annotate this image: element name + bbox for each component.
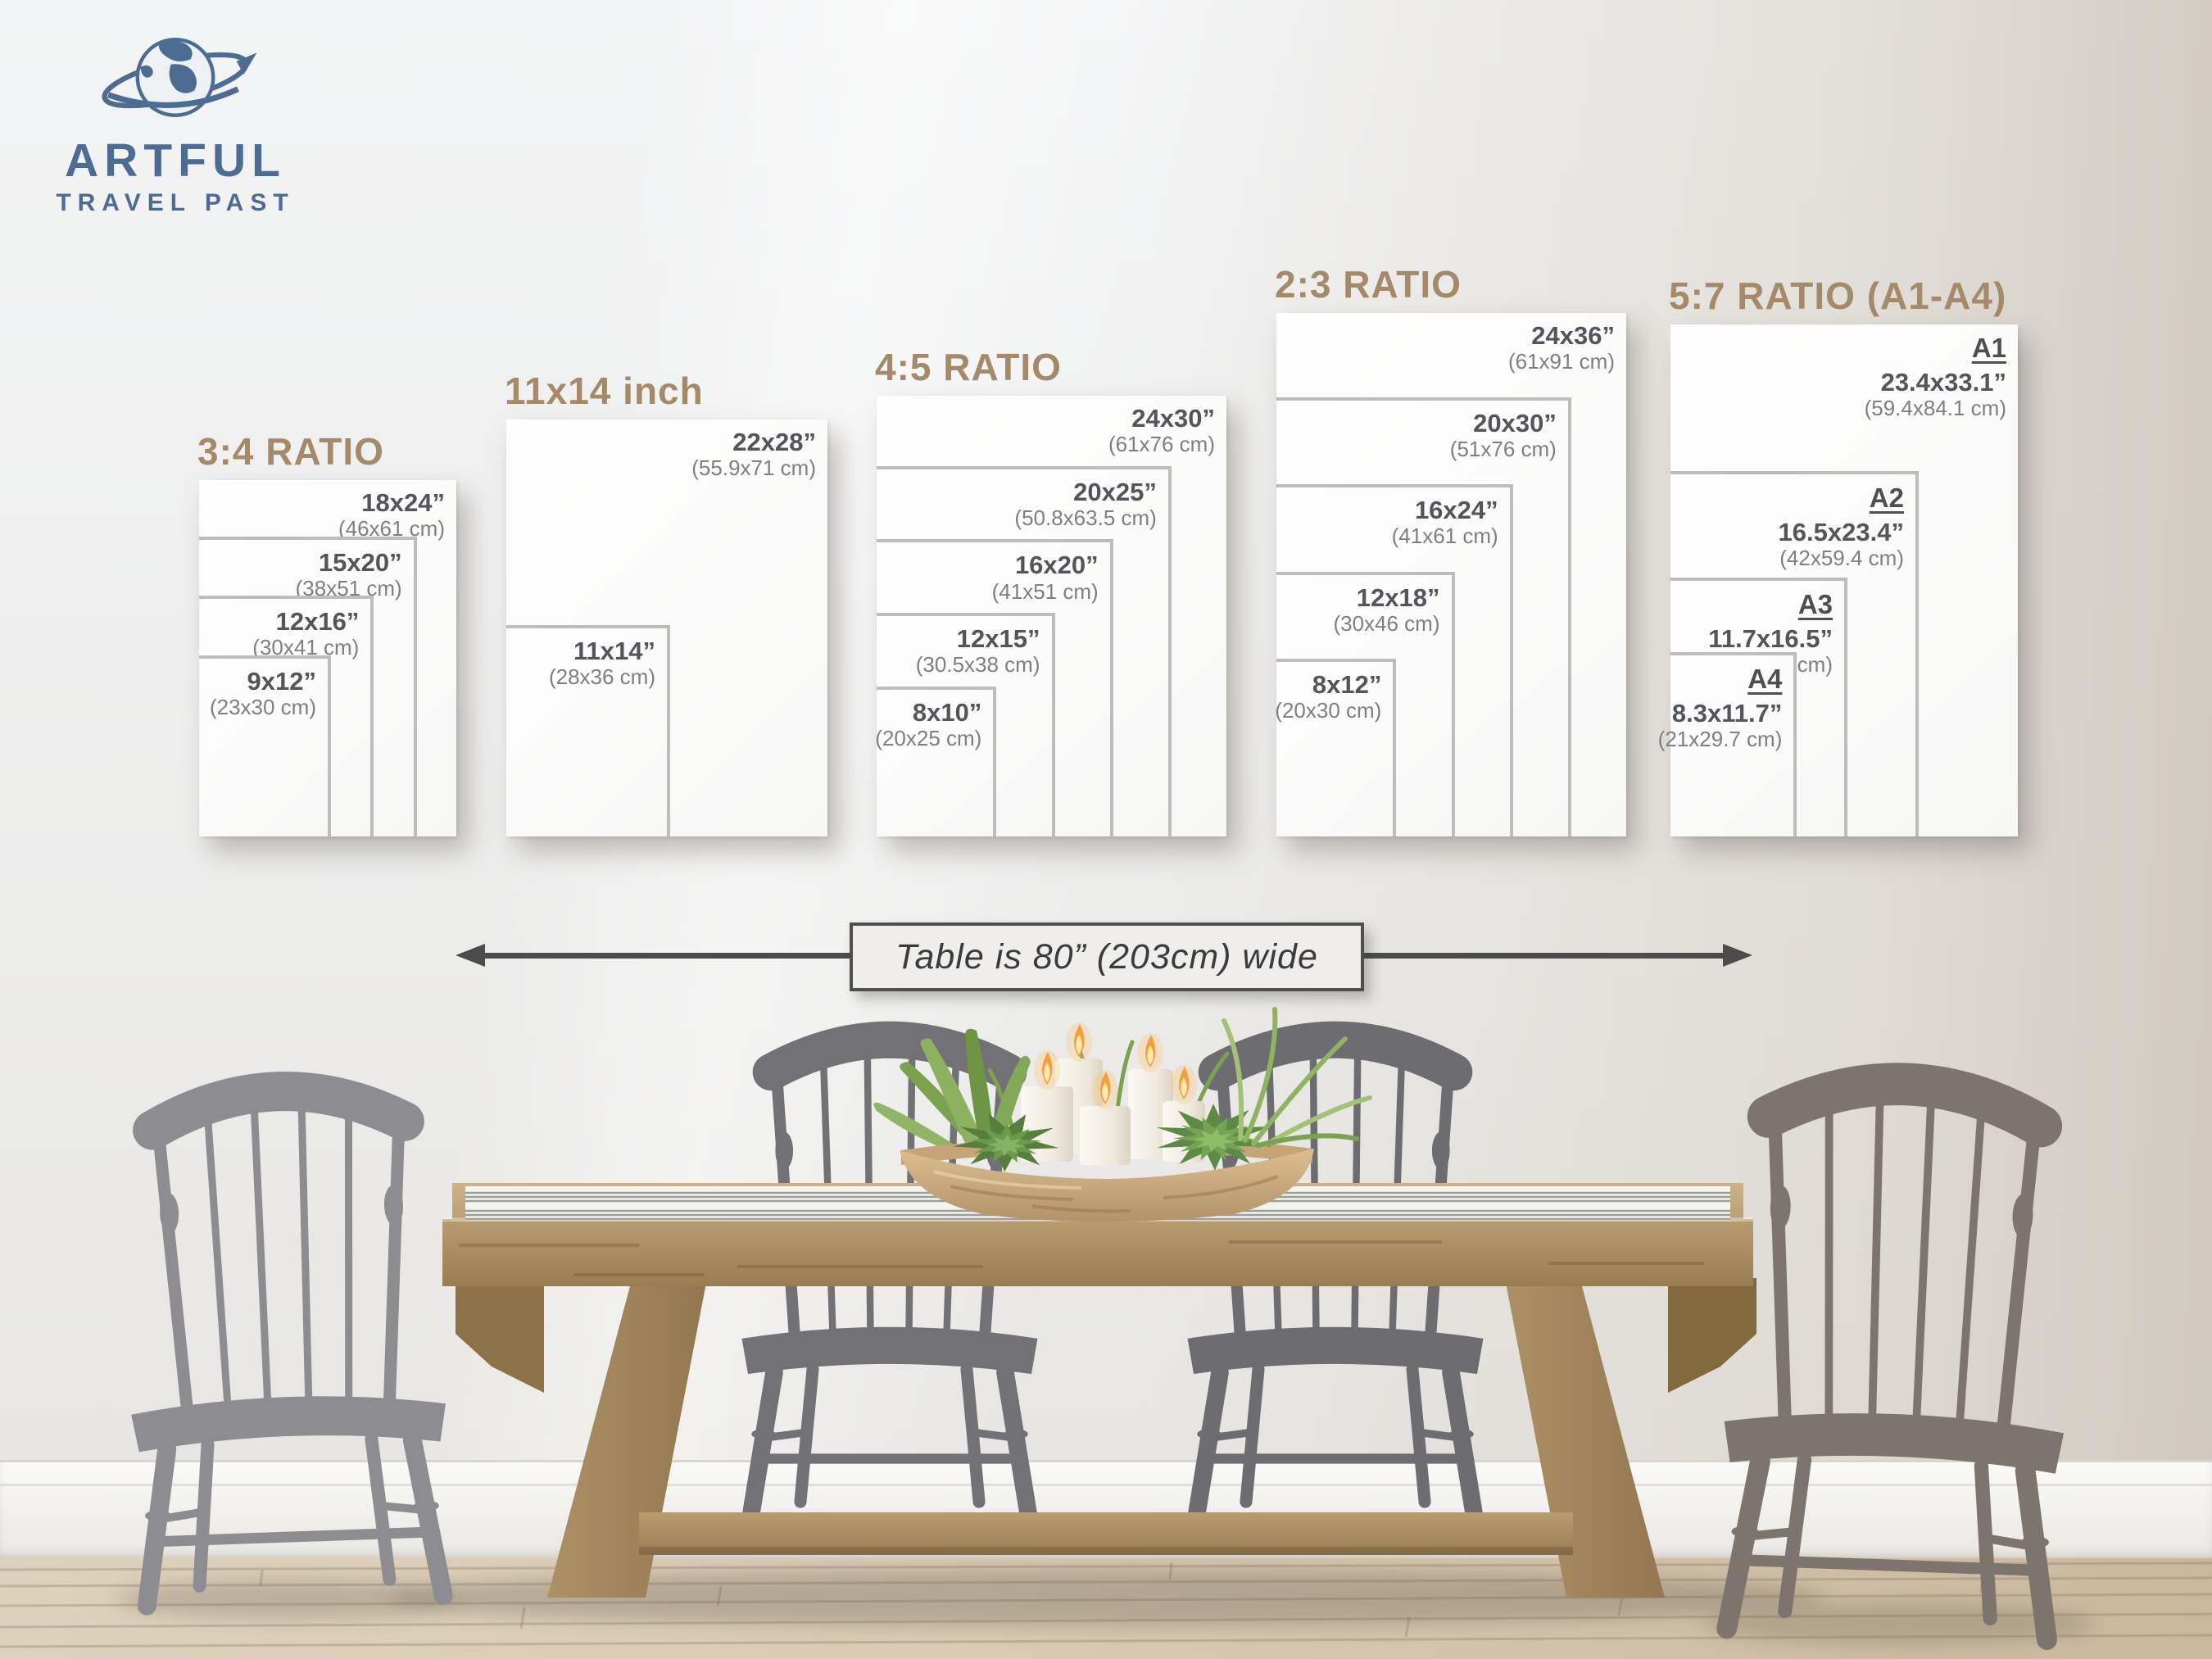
dining-table bbox=[442, 1183, 1756, 1598]
brand-tagline: TRAVEL PAST bbox=[56, 188, 295, 216]
arrow-left-icon bbox=[456, 944, 485, 967]
airplant bbox=[1222, 1007, 1372, 1149]
size-panel: 5:7 RATIO (A1-A4) A1 23.4x33.1” (59.4x84.1 … bbox=[1658, 274, 2018, 836]
size-panel: 3:4 RATIO 18x24” (46x61 cm) 15x20” (38x51 cm… bbox=[197, 430, 456, 836]
size-inches: 8x10” bbox=[912, 697, 982, 727]
size-frame: 9x12” (23x30 cm) bbox=[199, 655, 331, 836]
size-cm: (30x46 cm) bbox=[1333, 610, 1440, 636]
size-label: 20x30” (51x76 cm) bbox=[1450, 409, 1557, 462]
size-inches: 16x20” bbox=[1014, 551, 1099, 580]
size-panel: 2:3 RATIO 24x36” (61x91 cm) 20x30” (51x76 cm… bbox=[1275, 263, 1626, 836]
arrow-right-icon bbox=[1723, 944, 1752, 967]
size-label: A1 23.4x33.1” (59.4x84.1 cm) bbox=[1865, 333, 2006, 421]
size-inches: 24x36” bbox=[1531, 321, 1615, 350]
brand-logo: ARTFUL TRAVEL PAST bbox=[52, 28, 298, 217]
panel-title: 2:3 RATIO bbox=[1275, 263, 1462, 306]
size-label: A4 8.3x11.7” (21x29.7 cm) bbox=[1658, 664, 1783, 752]
size-inches: 15x20” bbox=[318, 547, 402, 577]
size-label: 18x24” (46x61 cm) bbox=[338, 488, 445, 542]
size-label: 16x20” (41x51 cm) bbox=[992, 551, 1099, 604]
size-inches: 16x24” bbox=[1414, 496, 1498, 524]
size-label: 24x30” (61x76 cm) bbox=[1108, 404, 1215, 457]
size-label: 12x16” (30x41 cm) bbox=[252, 607, 359, 660]
size-frame: 8x12” (20x30 cm) bbox=[1275, 659, 1397, 836]
size-cm: (55.9x71 cm) bbox=[691, 456, 816, 481]
size-cm: (23x30 cm) bbox=[209, 694, 316, 719]
size-label: 12x15” (30.5x38 cm) bbox=[916, 624, 1040, 678]
size-label: 11x14” (28x36 cm) bbox=[549, 637, 655, 690]
size-name: A3 bbox=[1797, 589, 1833, 620]
size-cm: (50.8x63.5 cm) bbox=[1014, 505, 1157, 530]
size-cm: (21x29.7 cm) bbox=[1657, 727, 1783, 752]
size-label: 8x12” (20x30 cm) bbox=[1275, 670, 1381, 723]
size-label: 9x12” (23x30 cm) bbox=[210, 667, 316, 720]
size-frame: 11x14” (28x36 cm) bbox=[506, 624, 670, 836]
floor-shadows bbox=[116, 1568, 2096, 1645]
chair-left bbox=[120, 1086, 452, 1607]
chair-right bbox=[1717, 1078, 2076, 1640]
size-name: A2 bbox=[1869, 483, 1904, 514]
size-cm: (30.5x38 cm) bbox=[915, 652, 1040, 678]
size-label: 22x28” (55.9x71 cm) bbox=[691, 428, 816, 481]
size-label: 8x10” (20x25 cm) bbox=[875, 698, 981, 751]
size-panel: 4:5 RATIO 24x30” (61x76 cm) 20x25” (50.8x63.… bbox=[875, 346, 1226, 836]
centerpiece bbox=[873, 1007, 1372, 1222]
size-inches: 12x16” bbox=[275, 607, 360, 636]
size-inches: 12x18” bbox=[1356, 582, 1440, 612]
candle-flames bbox=[1034, 1022, 1197, 1109]
panel-title: 3:4 RATIO bbox=[197, 430, 384, 473]
size-inches: 9x12” bbox=[247, 666, 316, 696]
size-inches: 11.7x16.5” bbox=[1708, 624, 1833, 654]
panel-title: 5:7 RATIO (A1-A4) bbox=[1669, 274, 2007, 317]
wooden-bowl bbox=[900, 1149, 1314, 1222]
size-cm: (41x61 cm) bbox=[1391, 524, 1498, 549]
table-width-text: Table is 80” (203cm) wide bbox=[895, 936, 1318, 977]
size-cm: (20x25 cm) bbox=[875, 726, 982, 750]
size-cm: (61x91 cm) bbox=[1507, 349, 1615, 374]
panel-title: 4:5 RATIO bbox=[875, 346, 1062, 388]
size-cm: (28x36 cm) bbox=[548, 664, 655, 689]
size-label: 15x20” (38x51 cm) bbox=[296, 548, 402, 601]
size-inches: 11x14” bbox=[573, 636, 655, 665]
succulents bbox=[952, 1104, 1272, 1172]
size-name: A4 bbox=[1747, 664, 1783, 695]
size-inches: 18x24” bbox=[361, 488, 445, 517]
size-label: 16x24” (41x61 cm) bbox=[1392, 496, 1498, 549]
size-label: 20x25” (50.8x63.5 cm) bbox=[1014, 478, 1156, 531]
size-label: 12x18” (30x46 cm) bbox=[1333, 583, 1439, 637]
size-cm: (51x76 cm) bbox=[1449, 436, 1557, 461]
brand-name: ARTFUL bbox=[65, 134, 286, 187]
size-inches: 16.5x23.4” bbox=[1778, 517, 1904, 546]
size-inches: 24x30” bbox=[1131, 404, 1215, 433]
size-cm: (20x30 cm) bbox=[1275, 698, 1382, 723]
size-label: A2 16.5x23.4” (42x59.4 cm) bbox=[1779, 483, 1904, 571]
size-label: 24x36” (61x91 cm) bbox=[1508, 321, 1615, 374]
size-inches: 12x15” bbox=[956, 624, 1040, 653]
size-inches: 8.3x11.7” bbox=[1671, 698, 1783, 728]
globe-orbit-icon bbox=[102, 38, 257, 117]
size-panel: 11x14 inch 22x28” (55.9x71 cm) 11x14” (28x36… bbox=[505, 369, 827, 836]
size-frame: 8x10” (20x25 cm) bbox=[875, 686, 997, 836]
size-inches: 22x28” bbox=[732, 428, 816, 456]
size-cm: (59.4x84.1 cm) bbox=[1864, 395, 2006, 420]
size-cm: (61x76 cm) bbox=[1108, 432, 1215, 457]
size-cm: (41x51 cm) bbox=[991, 578, 1099, 604]
table-width-label: Table is 80” (203cm) wide bbox=[850, 922, 1364, 991]
size-name: A1 bbox=[1971, 333, 2006, 363]
size-inches: 20x30” bbox=[1473, 408, 1557, 437]
size-inches: 23.4x33.1” bbox=[1880, 367, 2006, 397]
size-inches: 20x25” bbox=[1073, 477, 1157, 506]
size-cm: (42x59.4 cm) bbox=[1779, 546, 1904, 571]
size-frame: A4 8.3x11.7” (21x29.7 cm) bbox=[1658, 652, 1797, 836]
size-inches: 8x12” bbox=[1312, 670, 1382, 699]
panel-title: 11x14 inch bbox=[505, 369, 704, 412]
